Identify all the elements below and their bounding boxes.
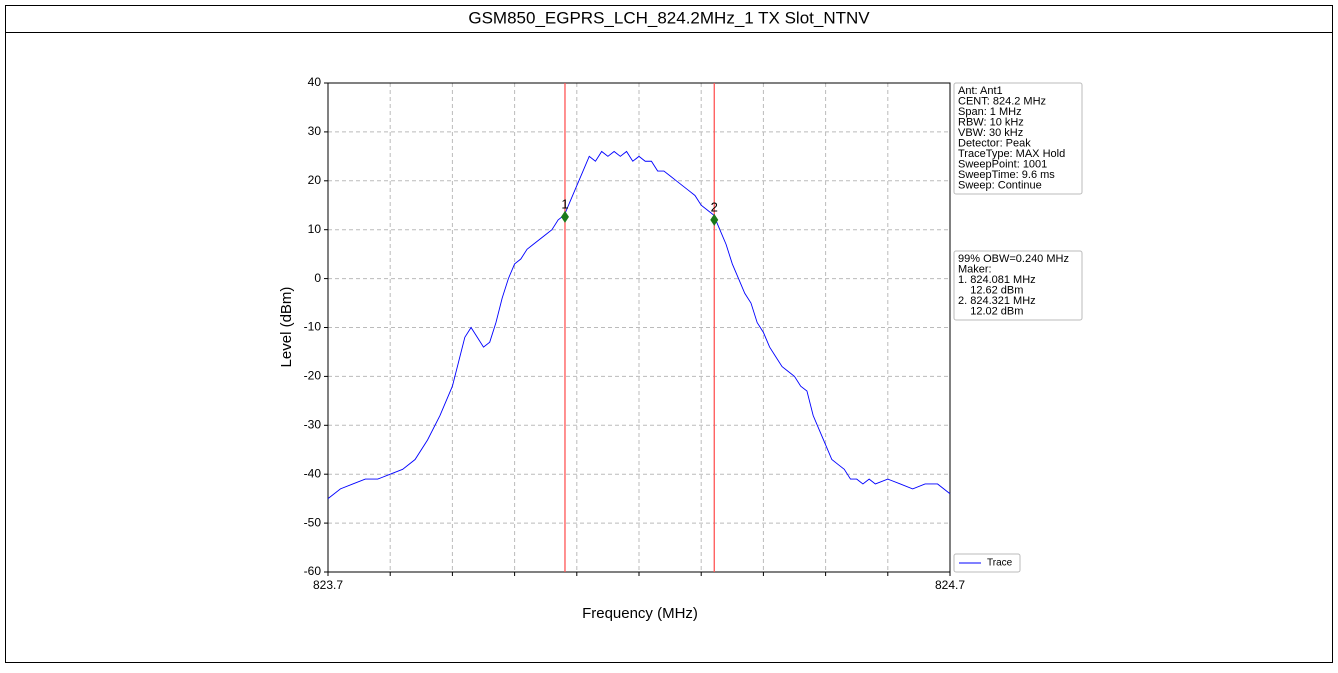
info-line: Detector: Peak — [958, 137, 1031, 149]
y-tick-label: 10 — [308, 222, 322, 236]
y-tick-label: -20 — [304, 369, 322, 383]
y-tick-label: -10 — [304, 320, 322, 334]
marker-label: 1 — [561, 196, 568, 211]
obw-box — [953, 250, 1083, 321]
obw-line: 99% OBW=0.240 MHz — [958, 253, 1069, 265]
info-line: Span: 1 MHz — [958, 106, 1022, 118]
obw-line: 2. 824.321 MHz — [958, 295, 1036, 307]
y-tick-label: -40 — [304, 466, 322, 480]
plot-frame — [327, 82, 951, 573]
y-tick-label: -60 — [304, 564, 322, 578]
legend-label: Trace — [987, 558, 1013, 569]
marker-label: 2 — [711, 199, 718, 214]
info-box — [953, 82, 1083, 195]
chart-title: GSM850_EGPRS_LCH_824.2MHz_1 TX Slot_NTNV — [468, 8, 870, 27]
info-line: Sweep: Continue — [958, 179, 1042, 191]
info-line: SweepPoint: 1001 — [958, 158, 1047, 170]
info-line: VBW: 30 kHz — [958, 127, 1023, 139]
y-tick-label: 30 — [308, 124, 322, 138]
y-tick-label: 0 — [314, 271, 321, 285]
info-line: SweepTime: 9.6 ms — [958, 169, 1055, 181]
y-tick-label: 20 — [308, 173, 322, 187]
marker-diamond — [710, 213, 719, 226]
trace-line — [327, 150, 951, 500]
obw-line: 12.62 dBm — [958, 284, 1023, 296]
y-tick-label: -30 — [304, 417, 322, 431]
obw-line: Maker: — [958, 263, 992, 275]
x-axis-label: Frequency (MHz) — [582, 605, 698, 622]
legend-box — [953, 553, 1021, 573]
info-line: RBW: 10 kHz — [958, 116, 1024, 128]
obw-line: 1. 824.081 MHz — [958, 274, 1036, 286]
info-line: Ant: Ant1 — [958, 85, 1003, 97]
x-tick-label: 823.7 — [313, 578, 343, 592]
x-tick-label: 824.7 — [935, 578, 965, 592]
frame — [5, 5, 1333, 663]
marker-diamond — [560, 210, 569, 223]
info-line: TraceType: MAX Hold — [958, 148, 1065, 160]
y-tick-label: -50 — [304, 515, 322, 529]
info-line: CENT: 824.2 MHz — [958, 95, 1046, 107]
y-axis-label: Level (dBm) — [278, 287, 295, 368]
y-tick-label: 40 — [308, 75, 322, 89]
obw-line: 12.02 dBm — [958, 305, 1023, 317]
